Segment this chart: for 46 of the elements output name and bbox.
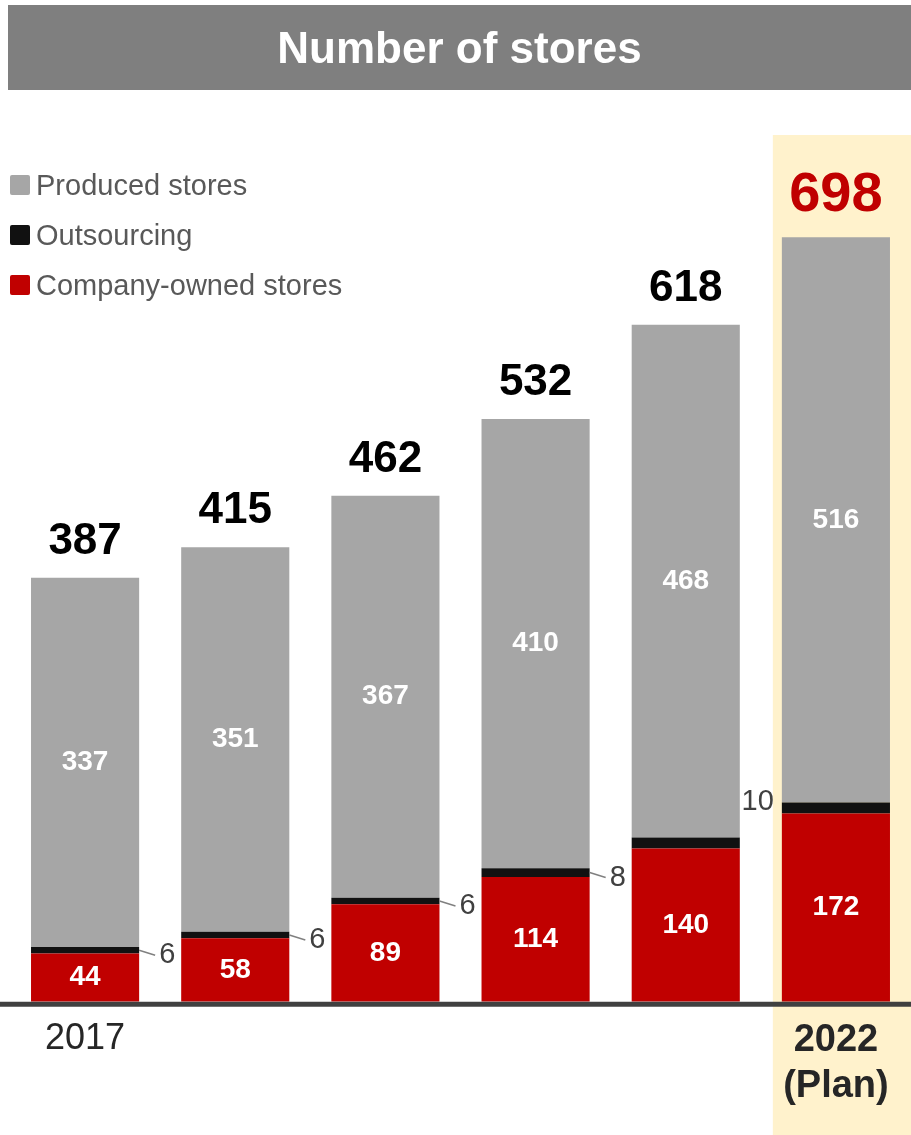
data-label: 6: [159, 937, 176, 970]
bar: [781, 802, 890, 814]
bar: [331, 904, 440, 1002]
legend-label: Produced stores: [36, 168, 248, 202]
bar: [181, 931, 290, 939]
bar: [31, 577, 140, 948]
data-label: 44: [69, 960, 102, 992]
chart-title: Number of stores: [8, 5, 911, 90]
bar: [481, 419, 590, 869]
x-tick-label: 2022 (Plan): [783, 1017, 889, 1105]
data-label: 6: [459, 888, 476, 921]
data-label: 516: [812, 502, 860, 534]
legend-label: Company-owned stores: [36, 268, 343, 302]
bar: [331, 495, 440, 898]
data-label: 337: [61, 745, 109, 777]
data-label: 89: [369, 935, 401, 967]
data-label: 58: [219, 952, 251, 984]
bar: [631, 848, 740, 1002]
total-label: 415: [198, 483, 272, 533]
data-label: 114: [513, 922, 559, 954]
bar: [181, 547, 290, 932]
bar: [31, 953, 140, 1002]
data-label: 468: [662, 563, 710, 595]
bar: [181, 938, 290, 1002]
data-label: 172: [812, 890, 860, 922]
bar: [631, 324, 740, 838]
data-label: 8: [609, 859, 626, 892]
data-label: 410: [512, 626, 559, 658]
bar: [481, 876, 590, 1002]
total-label: 698: [789, 159, 883, 223]
data-label: 140: [662, 907, 710, 939]
total-label: 532: [498, 355, 573, 405]
bar: [781, 813, 890, 1002]
bar: [31, 947, 140, 954]
bar: [481, 868, 590, 877]
data-label: 6: [309, 921, 326, 954]
data-label: 351: [211, 722, 259, 754]
data-label: 367: [362, 679, 409, 711]
total-label: 387: [48, 514, 122, 564]
legend-label: Outsourcing: [36, 218, 193, 252]
total-label: 618: [649, 260, 723, 310]
data-label: 10: [741, 783, 774, 816]
bar: [331, 897, 440, 905]
x-tick-label: 2017: [45, 1016, 126, 1058]
total-label: 462: [348, 431, 423, 481]
bar: [631, 837, 740, 849]
